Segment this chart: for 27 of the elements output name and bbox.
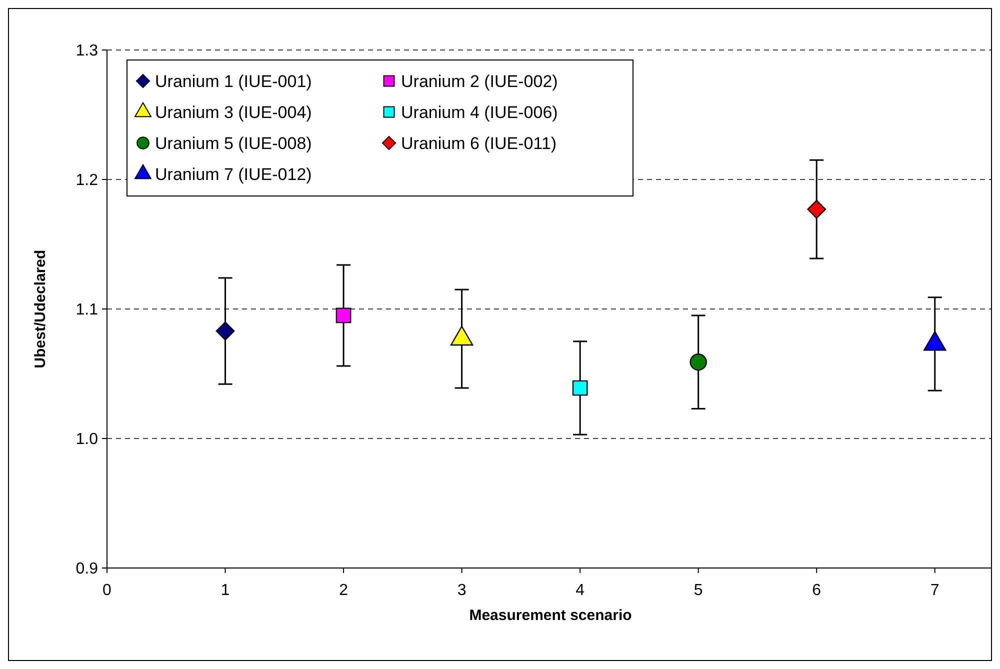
x-tick-label: 5 <box>694 582 703 599</box>
y-axis-title: Ubest/Udeclared <box>32 250 49 368</box>
legend-label: Uranium 7 (IUE-012) <box>155 164 312 184</box>
y-tick-label: 1.0 <box>76 431 98 448</box>
x-tick-label: 4 <box>576 582 585 599</box>
x-tick-label: 3 <box>457 582 466 599</box>
legend-label: Uranium 6 (IUE-011) <box>401 134 557 153</box>
y-tick-label: 1.1 <box>76 302 98 319</box>
y-tick-label: 1.3 <box>76 42 98 60</box>
x-tick-label: 0 <box>102 582 112 599</box>
legend-label: Uranium 3 (IUE-004) <box>155 102 312 122</box>
point <box>216 322 235 340</box>
y-tick-label: 1.2 <box>76 172 98 190</box>
legend-label: Uranium 2 (IUE-002) <box>401 72 558 91</box>
legend-label: Uranium 5 (IUE-008) <box>155 134 312 153</box>
x-tick-label: 6 <box>812 582 822 599</box>
x-axis-title: Measurement scenario <box>469 607 632 624</box>
legend-label: Uranium 1 (IUE-001) <box>155 72 312 91</box>
legend-label: Uranium 4 (IUE-006) <box>401 102 558 122</box>
point <box>807 200 826 219</box>
point <box>336 308 352 324</box>
point <box>572 380 588 396</box>
y-tick-label: 0.9 <box>76 560 98 578</box>
x-tick-label: 1 <box>220 582 230 599</box>
point <box>690 354 707 371</box>
x-tick-label: 2 <box>339 582 348 599</box>
x-tick-label: 7 <box>930 582 940 599</box>
